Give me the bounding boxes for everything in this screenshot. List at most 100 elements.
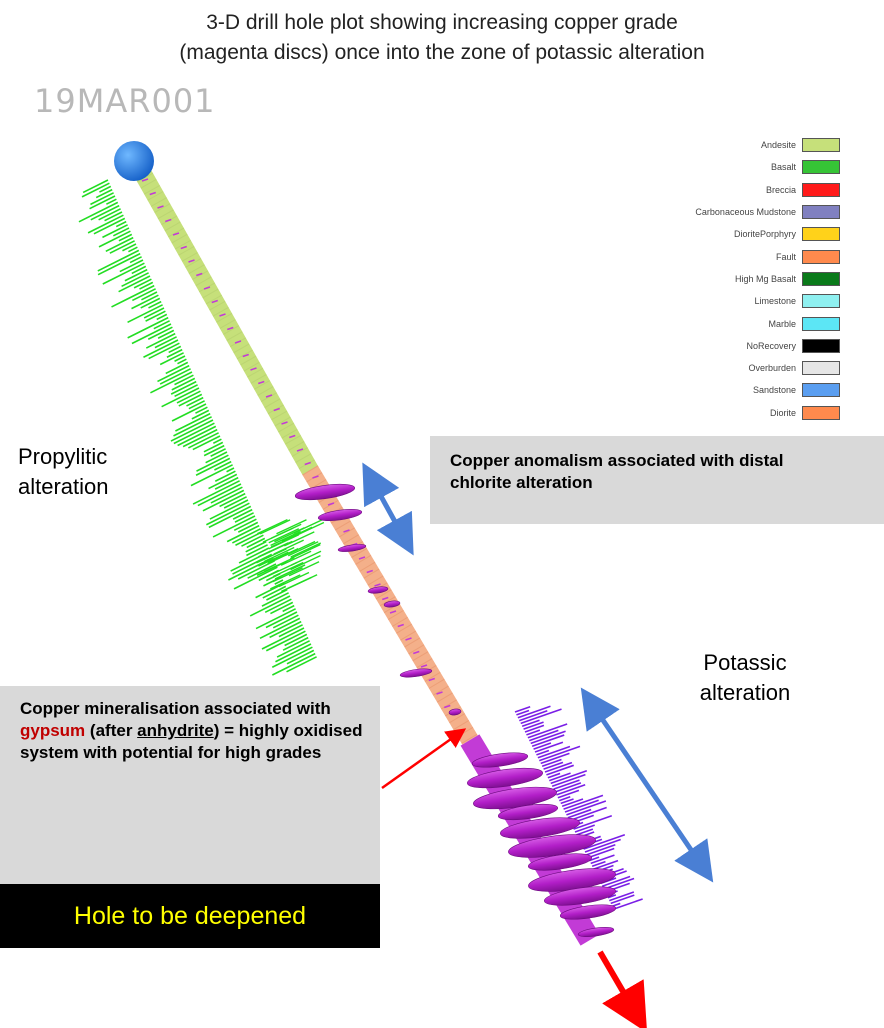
potassic-alteration-label: Potassic alteration bbox=[690, 648, 800, 708]
propylitic-bar bbox=[154, 336, 177, 349]
grade-tick bbox=[366, 569, 373, 574]
propylitic-bar bbox=[157, 329, 175, 339]
propylitic-bar bbox=[190, 464, 233, 487]
propylitic-bar bbox=[261, 592, 289, 607]
propylitic-bar bbox=[226, 467, 235, 473]
legend-label: Andesite bbox=[760, 140, 796, 151]
propylitic-bar bbox=[173, 416, 212, 437]
gypsum-pointer-arrow bbox=[381, 728, 467, 790]
potassic-bar bbox=[527, 723, 568, 739]
propylitic-bar bbox=[182, 428, 218, 448]
propylitic-bar bbox=[143, 307, 165, 319]
propylitic-bar bbox=[264, 598, 292, 614]
grade-tick bbox=[428, 677, 435, 682]
propylitic-bar bbox=[208, 505, 252, 529]
propylitic-bar bbox=[145, 332, 176, 349]
propylitic-bar bbox=[205, 502, 250, 526]
propylitic-bar bbox=[143, 339, 179, 358]
propylitic-bar bbox=[90, 192, 114, 206]
grade-tick bbox=[242, 353, 249, 358]
propylitic-bar bbox=[127, 304, 163, 324]
grade-tick bbox=[358, 556, 366, 560]
grade-tick bbox=[436, 691, 443, 695]
propylitic-bar bbox=[259, 617, 301, 640]
propylitic-bar bbox=[259, 519, 291, 535]
propylitic-bar bbox=[191, 409, 210, 420]
chlorite-callout-line-1: Copper anomalism associated with distal bbox=[450, 451, 784, 470]
propylitic-bar bbox=[161, 387, 200, 408]
grade-tick bbox=[203, 286, 211, 290]
propylitic-bar bbox=[90, 204, 120, 221]
propylitic-bar bbox=[111, 284, 155, 308]
propylitic-bar bbox=[109, 240, 135, 254]
propylitic-bar bbox=[129, 256, 142, 264]
gypsum-callout-after: (after bbox=[89, 721, 133, 740]
propylitic-bar bbox=[139, 281, 154, 290]
propylitic-bar bbox=[203, 444, 225, 457]
propylitic-bar bbox=[122, 243, 137, 252]
legend-swatch bbox=[802, 316, 840, 331]
potassic-bar bbox=[556, 784, 586, 796]
propylitic-bar bbox=[174, 355, 186, 362]
propylitic-bar bbox=[258, 551, 289, 567]
propylitic-bar bbox=[119, 259, 144, 273]
legend-item: High Mg Basalt bbox=[640, 268, 840, 290]
chlorite-extent-arrow bbox=[362, 462, 414, 556]
propylitic-bar bbox=[290, 542, 322, 558]
propylitic-bar bbox=[192, 480, 240, 505]
propylitic-bar bbox=[153, 320, 170, 330]
legend-label: Basalt bbox=[770, 162, 796, 173]
propylitic-bar bbox=[232, 553, 273, 575]
propylitic-bar bbox=[219, 492, 246, 508]
propylitic-bar bbox=[246, 544, 268, 557]
grade-tick bbox=[413, 650, 420, 655]
propylitic-bar bbox=[175, 412, 211, 432]
legend-label: Diorite bbox=[769, 407, 796, 418]
legend-item: Limestone bbox=[640, 290, 840, 312]
propylitic-bar bbox=[214, 476, 239, 490]
grade-tick bbox=[444, 704, 451, 709]
propylitic-bar bbox=[97, 252, 141, 276]
grade-tick bbox=[188, 259, 195, 263]
propylitic-bar bbox=[278, 624, 303, 638]
potassic-bar bbox=[524, 724, 545, 733]
grade-tick bbox=[234, 340, 242, 344]
propylitic-alteration-bars bbox=[78, 179, 325, 676]
propylitic-bar bbox=[255, 608, 296, 630]
propylitic-bar bbox=[178, 393, 203, 407]
propylitic-bar bbox=[290, 550, 322, 566]
propylitic-bar bbox=[131, 288, 156, 302]
propylitic-bar bbox=[203, 441, 224, 453]
propylitic-bar bbox=[102, 262, 145, 285]
propylitic-bar bbox=[267, 547, 299, 564]
grade-tick bbox=[265, 394, 273, 398]
propylitic-bar bbox=[214, 470, 236, 482]
copper-grade-discs bbox=[141, 178, 617, 937]
legend-swatch bbox=[802, 271, 840, 286]
propylitic-bar bbox=[148, 342, 180, 360]
grade-tick bbox=[141, 178, 149, 182]
legend-item: Overburden bbox=[640, 357, 840, 379]
propylitic-bar bbox=[261, 627, 305, 650]
propylitic-bar bbox=[78, 201, 119, 223]
propylitic-bar bbox=[274, 564, 306, 580]
propylitic-bar bbox=[271, 646, 313, 668]
potassic-bar bbox=[530, 730, 566, 745]
propylitic-bar bbox=[257, 519, 288, 535]
propylitic-bar bbox=[270, 601, 294, 615]
propylitic-bar bbox=[202, 489, 245, 512]
propylitic-bar bbox=[171, 403, 207, 422]
lithology-legend: Andesite Basalt Breccia Carbonaceous Mudsto… bbox=[640, 134, 840, 424]
grade-tick bbox=[211, 299, 218, 304]
propylitic-bar bbox=[186, 396, 204, 407]
propylitic-bar bbox=[159, 368, 191, 385]
potassic-bar bbox=[569, 806, 607, 822]
propylitic-bar bbox=[195, 406, 208, 414]
potassic-bar bbox=[553, 779, 580, 790]
potassic-bar bbox=[521, 719, 540, 728]
propylitic-bar bbox=[131, 265, 147, 275]
propylitic-bar bbox=[166, 348, 183, 358]
potassic-bar bbox=[533, 742, 552, 750]
propylitic-bar bbox=[268, 528, 300, 544]
propylitic-bar bbox=[121, 272, 149, 288]
